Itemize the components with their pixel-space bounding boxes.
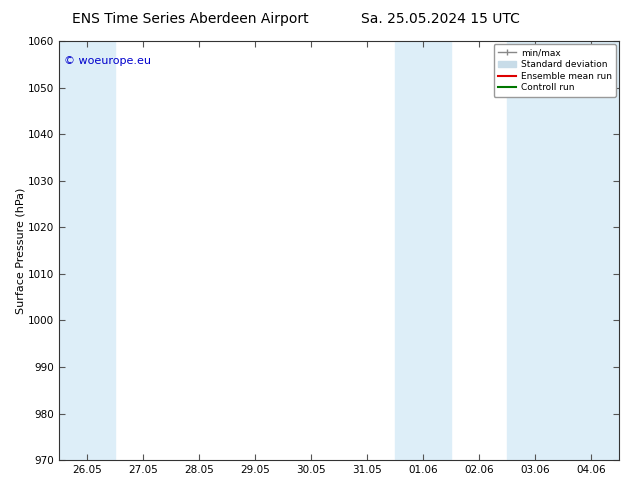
Text: © woeurope.eu: © woeurope.eu [65,56,152,66]
Text: ENS Time Series Aberdeen Airport: ENS Time Series Aberdeen Airport [72,12,309,26]
Legend: min/max, Standard deviation, Ensemble mean run, Controll run: min/max, Standard deviation, Ensemble me… [494,44,616,97]
Text: Sa. 25.05.2024 15 UTC: Sa. 25.05.2024 15 UTC [361,12,520,26]
Y-axis label: Surface Pressure (hPa): Surface Pressure (hPa) [15,187,25,314]
Bar [59,41,115,460]
Bar [395,41,451,460]
Bar [507,41,619,460]
